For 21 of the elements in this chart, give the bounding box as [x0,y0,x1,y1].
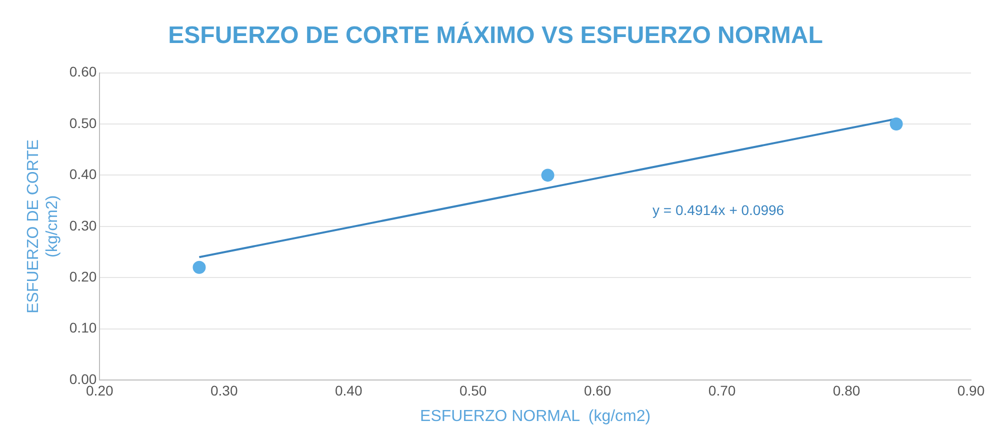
x-tick-label: 0.50 [459,382,487,398]
x-tick-label: 0.60 [584,382,612,398]
point [541,168,554,182]
x-tick-label: 0.70 [708,382,736,398]
chart-title: ESFUERZO DE CORTE MÁXIMO VS ESFUERZO NORMAL [168,21,823,50]
annotation: y = 0.4914x + 0.0996 [652,202,784,218]
y-tick-label: 0.60 [69,64,97,80]
x-tick-label: 0.90 [957,382,985,398]
x-tick-label: 0.40 [334,382,362,398]
y-tick-label: 0.00 [69,370,97,387]
y-tick-label: 0.20 [69,268,97,284]
x-axis-title: ESFUERZO NORMAL (kg/cm2) [420,408,651,425]
y-tick-label: 0.40 [69,166,97,182]
point [890,118,903,130]
point [192,260,206,274]
y-tick-label: 0.50 [69,114,97,131]
y-tick-label: 0.30 [69,217,97,234]
y-axis-title: ESFUERZO DE CORTE (kg/cm2) [25,139,62,314]
y-tick-label: 0.10 [69,320,97,336]
x-tick-label: 0.30 [210,382,238,398]
x-tick-label: 0.80 [832,382,860,398]
